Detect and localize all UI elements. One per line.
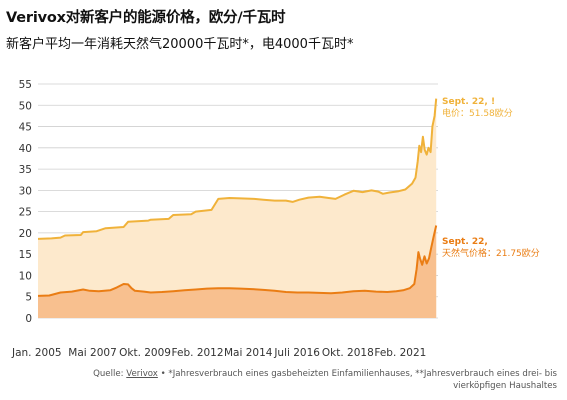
y-tick-label: 25: [19, 207, 32, 219]
x-tick-label: Feb. 2012: [172, 347, 224, 359]
y-tick-label: 30: [19, 185, 32, 197]
y-axis-ticks: 0 5 10 15 20 25 30 35 40 45 50 55: [19, 79, 32, 325]
source-footer: Quelle: Verivox • *Jahresverbrauch eines…: [77, 368, 557, 392]
series-layer: [37, 98, 438, 318]
gas-area: [38, 225, 437, 318]
y-tick-label: 0: [25, 313, 32, 325]
chart-subtitle: 新客户平均一年消耗天然气20000千瓦时*，电4000千瓦时*: [6, 37, 354, 52]
y-tick-label: 45: [19, 122, 32, 134]
electricity-annotation-value: 电价：51.58欧分: [442, 107, 513, 119]
x-tick-label: Okt. 2009: [119, 347, 171, 359]
gas-annotation-date: Sept. 22,: [442, 237, 488, 247]
y-tick-label: 40: [19, 143, 32, 155]
chart-title: Verivox对新客户的能源价格，欧分/千瓦时: [6, 10, 286, 26]
gas-line: [37, 225, 438, 297]
y-tick-label: 55: [19, 79, 32, 91]
x-tick-label: Okt. 2018: [322, 347, 374, 359]
y-tick-label: 20: [19, 228, 32, 240]
annotations: Sept. 22, ! 电价：51.58欧分 Sept. 22, 天然气价格：2…: [442, 97, 540, 259]
x-tick-label: Mai 2014: [224, 347, 273, 359]
x-tick-label: Juli 2016: [273, 347, 320, 359]
x-tick-label: Feb. 2021: [374, 347, 426, 359]
y-tick-label: 10: [19, 270, 32, 282]
footer-note-2: vierköpfigen Haushaltes: [453, 381, 557, 391]
y-tick-label: 50: [19, 100, 32, 112]
y-tick-label: 15: [19, 249, 32, 261]
electricity-area: [38, 98, 437, 318]
y-tick-label: 5: [25, 292, 32, 304]
electricity-line: [37, 98, 438, 240]
y-tick-label: 35: [19, 164, 32, 176]
x-tick-label: Mai 2007: [68, 347, 116, 359]
x-axis-ticks: Jan. 2005 Mai 2007 Okt. 2009 Feb. 2012 Mai 2…: [11, 347, 426, 359]
source-link[interactable]: Verivox: [126, 369, 158, 379]
footer-prefix: Quelle:: [93, 369, 127, 379]
gas-annotation-value: 天然气价格：21.75欧分: [442, 247, 540, 259]
electricity-annotation-date: Sept. 22, !: [442, 97, 495, 107]
x-tick-label: Jan. 2005: [11, 347, 62, 359]
footer-note-1: • *Jahresverbrauch eines gasbeheizten Ei…: [157, 369, 557, 379]
